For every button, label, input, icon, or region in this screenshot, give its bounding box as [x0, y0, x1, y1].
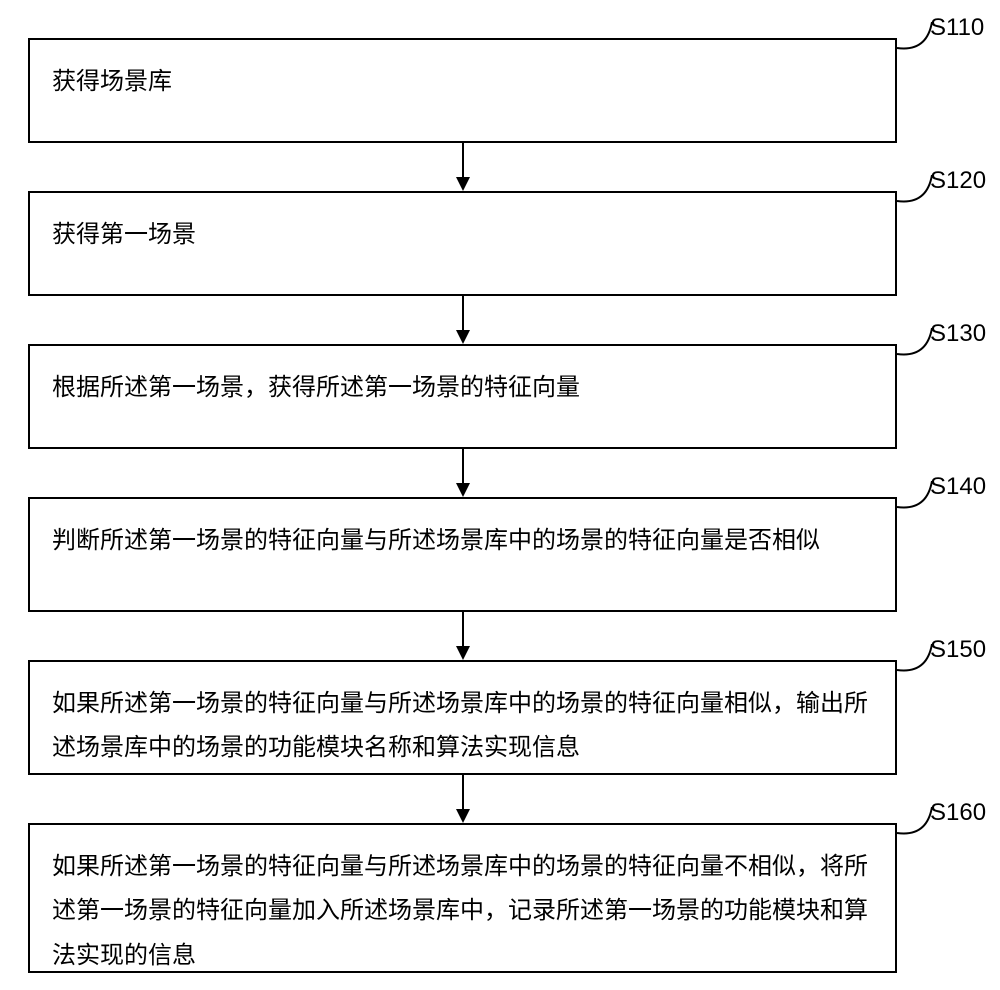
flow-arrow-head-0 — [456, 177, 470, 191]
flow-step-label-S140: S140 — [930, 473, 986, 501]
flow-arrow-line-3 — [462, 612, 464, 646]
flow-arrow-line-0 — [462, 143, 464, 177]
flow-arrow-line-1 — [462, 296, 464, 330]
flow-arrow-head-2 — [456, 483, 470, 497]
flowchart-canvas: 获得场景库 S110 获得第一场景 S120 根据所述第一场景，获得所述第一场景的特征向… — [0, 0, 1000, 990]
flow-step-S160: 如果所述第一场景的特征向量与所述场景库中的场景的特征向量不相似，将所述第一场景的… — [28, 823, 897, 973]
flow-step-label-S160: S160 — [930, 799, 986, 827]
label-connector-S140 — [893, 477, 936, 511]
flow-arrow-head-1 — [456, 330, 470, 344]
flow-arrow-line-4 — [462, 775, 464, 809]
label-connector-S110 — [893, 18, 936, 52]
flow-arrow-line-2 — [462, 449, 464, 483]
flow-step-label-S150: S150 — [930, 636, 986, 664]
flow-step-text: 如果所述第一场景的特征向量与所述场景库中的场景的特征向量不相似，将所述第一场景的… — [52, 845, 873, 978]
flow-step-text: 获得场景库 — [52, 60, 172, 104]
flow-step-S150: 如果所述第一场景的特征向量与所述场景库中的场景的特征向量相似，输出所述场景库中的… — [28, 660, 897, 775]
flow-step-label-S130: S130 — [930, 320, 986, 348]
flow-arrow-head-4 — [456, 809, 470, 823]
label-connector-S120 — [893, 171, 936, 205]
flow-step-label-S110: S110 — [930, 14, 984, 42]
label-connector-S160 — [893, 803, 936, 837]
flow-arrow-head-3 — [456, 646, 470, 660]
flow-step-text: 如果所述第一场景的特征向量与所述场景库中的场景的特征向量相似，输出所述场景库中的… — [52, 682, 873, 771]
flow-step-text: 根据所述第一场景，获得所述第一场景的特征向量 — [52, 366, 580, 410]
flow-step-text: 获得第一场景 — [52, 213, 196, 257]
flow-step-S110: 获得场景库 — [28, 38, 897, 143]
flow-step-S130: 根据所述第一场景，获得所述第一场景的特征向量 — [28, 344, 897, 449]
label-connector-S130 — [893, 324, 936, 358]
label-connector-S150 — [893, 640, 936, 674]
flow-step-S140: 判断所述第一场景的特征向量与所述场景库中的场景的特征向量是否相似 — [28, 497, 897, 612]
flow-step-label-S120: S120 — [930, 167, 986, 195]
flow-step-S120: 获得第一场景 — [28, 191, 897, 296]
flow-step-text: 判断所述第一场景的特征向量与所述场景库中的场景的特征向量是否相似 — [52, 519, 820, 563]
